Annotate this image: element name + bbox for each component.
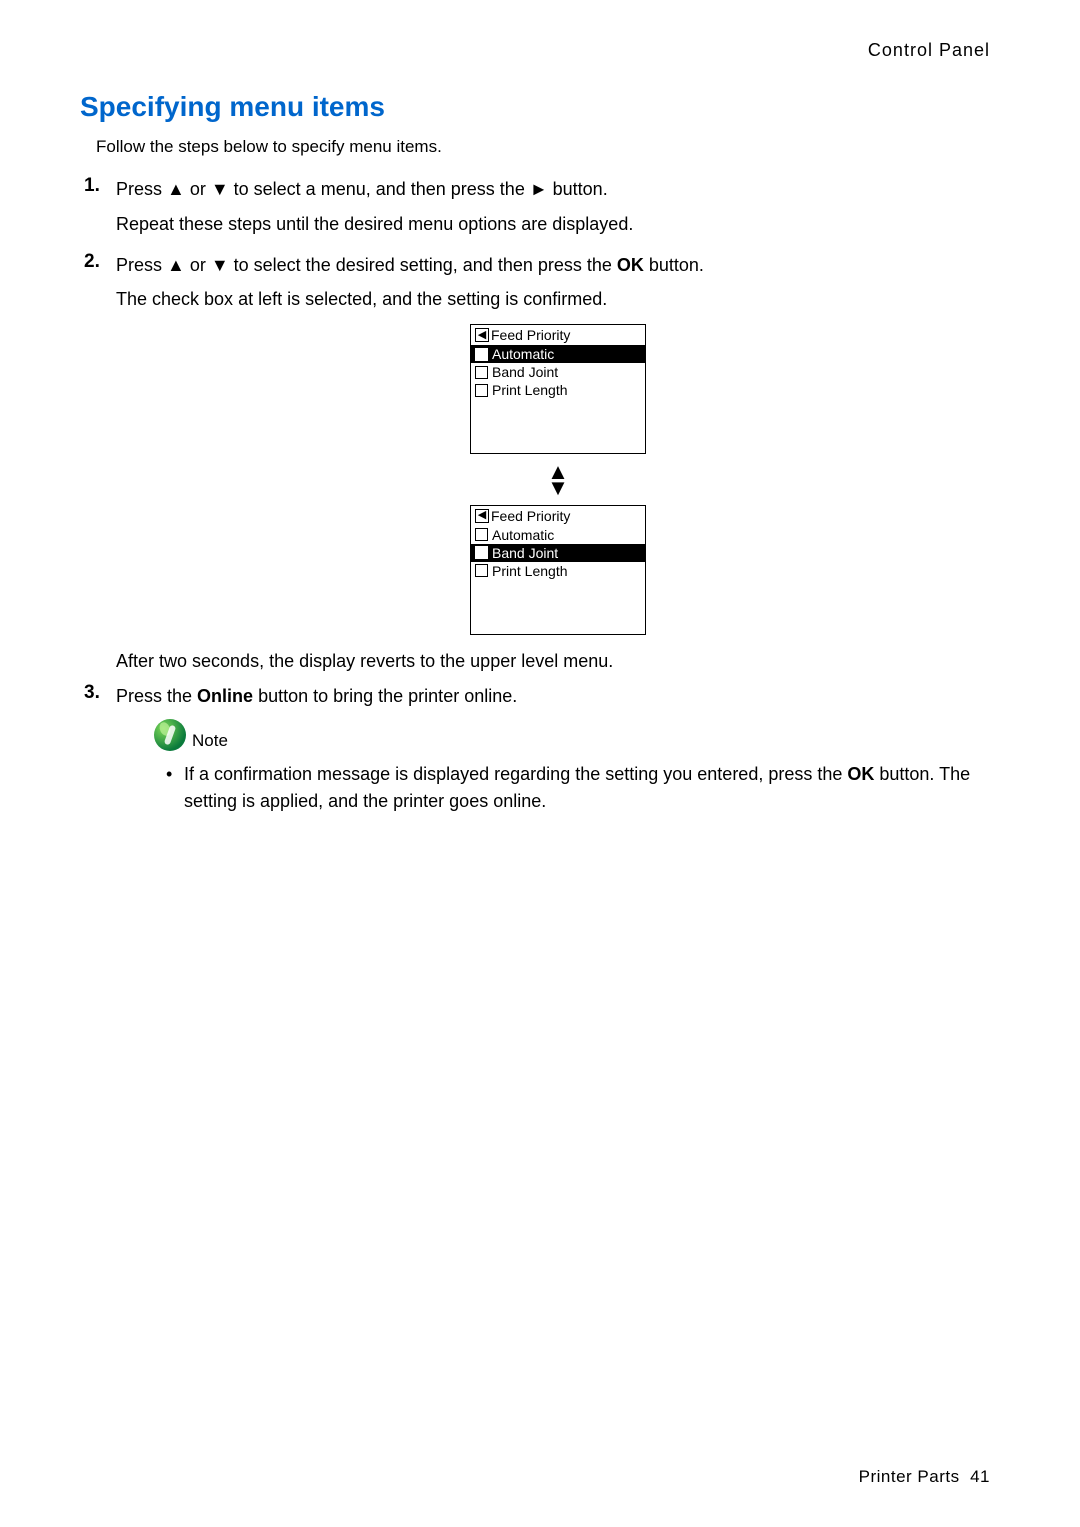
- up-down-arrows-icon: ▲▼: [547, 464, 569, 495]
- note-block: Note If a confirmation message is displa…: [116, 717, 1000, 817]
- step-text: Repeat these steps until the desired men…: [116, 210, 1000, 239]
- note-label: Note: [192, 731, 228, 751]
- step-1: 1. Press ▲ or ▼ to select a menu, and th…: [84, 175, 1000, 239]
- lcd-option-label: Band Joint: [492, 364, 558, 380]
- lcd-title-row: ◀ Feed Priority: [471, 506, 645, 526]
- lcd-screen-before: ◀ Feed Priority Automatic Band Joint Pri…: [470, 324, 646, 454]
- lcd-title-text: Feed Priority: [491, 508, 570, 524]
- note-header: Note: [152, 717, 1000, 753]
- step-text-fragment: button to bring the printer online.: [253, 686, 517, 706]
- page-header-section: Control Panel: [80, 40, 1000, 61]
- note-text-fragment: If a confirmation message is displayed r…: [184, 764, 847, 784]
- lcd-screen-after: ◀ Feed Priority Automatic Band Joint Pri…: [470, 505, 646, 635]
- step-text: Press ▲ or ▼ to select a menu, and then …: [116, 175, 1000, 204]
- ok-label: OK: [847, 764, 874, 784]
- lcd-option: Automatic: [471, 526, 645, 544]
- lcd-title-row: ◀ Feed Priority: [471, 325, 645, 345]
- back-arrow-icon: ◀: [475, 509, 489, 523]
- lcd-option: Print Length: [471, 381, 645, 399]
- step-text-fragment: button.: [644, 255, 704, 275]
- online-label: Online: [197, 686, 253, 706]
- checkbox-icon: [475, 528, 488, 541]
- lcd-option: Print Length: [471, 562, 645, 580]
- step-3: 3. Press the Online button to bring the …: [84, 682, 1000, 817]
- step-text-fragment: Press ▲ or ▼ to select the desired setti…: [116, 255, 617, 275]
- lcd-option-label: Print Length: [492, 563, 568, 579]
- lcd-option-selected: Band Joint: [471, 544, 645, 562]
- note-icon: [152, 717, 188, 753]
- lcd-title-text: Feed Priority: [491, 327, 570, 343]
- lcd-option-label: Print Length: [492, 382, 568, 398]
- step-text: Press ▲ or ▼ to select the desired setti…: [116, 251, 1000, 280]
- back-arrow-icon: ◀: [475, 328, 489, 342]
- lcd-option: Band Joint: [471, 363, 645, 381]
- after-screens-text: After two seconds, the display reverts t…: [80, 647, 1000, 676]
- checkbox-checked-icon: [475, 348, 488, 361]
- footer-page-number: 41: [970, 1467, 990, 1486]
- ok-label: OK: [617, 255, 644, 275]
- step-text-fragment: Press the: [116, 686, 197, 706]
- step-number: 2.: [84, 251, 100, 273]
- section-title: Specifying menu items: [80, 91, 1000, 123]
- checkbox-icon: [475, 564, 488, 577]
- step-2: 2. Press ▲ or ▼ to select the desired se…: [84, 251, 1000, 635]
- lcd-option-label: Automatic: [492, 527, 554, 543]
- step-number: 3.: [84, 682, 100, 704]
- intro-text: Follow the steps below to specify menu i…: [80, 137, 1000, 157]
- step-text: The check box at left is selected, and t…: [116, 285, 1000, 314]
- page-footer: Printer Parts 41: [859, 1467, 990, 1487]
- checkbox-checked-icon: [475, 546, 488, 559]
- lcd-option-selected: Automatic: [471, 345, 645, 363]
- checkbox-icon: [475, 366, 488, 379]
- lcd-illustration: ◀ Feed Priority Automatic Band Joint Pri…: [116, 324, 1000, 635]
- note-text: If a confirmation message is displayed r…: [152, 761, 1000, 817]
- step-text: Press the Online button to bring the pri…: [116, 682, 1000, 711]
- step-number: 1.: [84, 175, 100, 197]
- lcd-option-label: Band Joint: [492, 545, 558, 561]
- checkbox-icon: [475, 384, 488, 397]
- lcd-option-label: Automatic: [492, 346, 554, 362]
- footer-section: Printer Parts: [859, 1467, 960, 1486]
